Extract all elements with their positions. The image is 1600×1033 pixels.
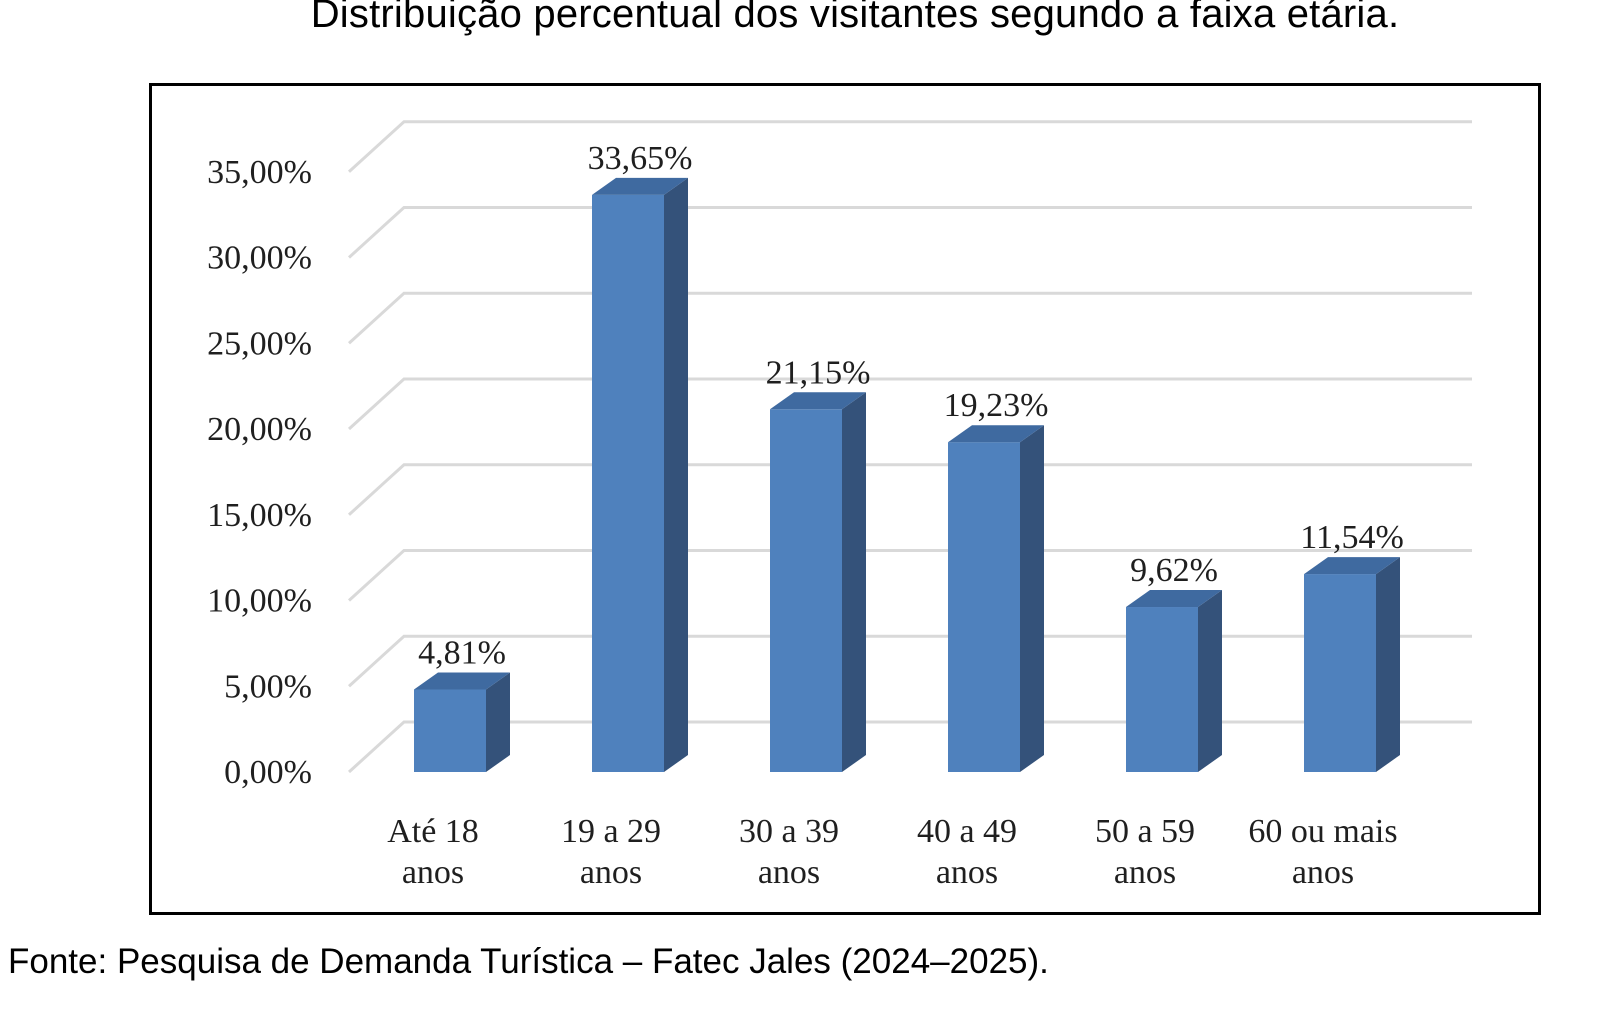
gridline: [347, 463, 1472, 516]
bar: [1126, 607, 1198, 772]
data-label: 9,62%: [1130, 552, 1218, 589]
y-tick-label: 35,00%: [207, 154, 312, 191]
data-label: 33,65%: [588, 140, 693, 177]
y-tick-label: 25,00%: [207, 325, 312, 362]
x-tick-label: 30 a 39: [739, 813, 839, 850]
y-tick-label: 15,00%: [207, 497, 312, 534]
y-tick-label: 10,00%: [207, 583, 312, 620]
chart-title: Distribuição percentual dos visitantes s…: [310, 0, 1400, 36]
x-tick-label: 50 a 59: [1095, 813, 1195, 850]
y-tick-label: 30,00%: [207, 240, 312, 277]
data-label: 21,15%: [766, 354, 871, 391]
bar: [1304, 574, 1376, 772]
y-tick-label: 0,00%: [224, 754, 312, 791]
x-tick-label: anos: [758, 854, 820, 891]
bar-side: [486, 672, 510, 772]
x-tick-label: 19 a 29: [561, 813, 661, 850]
data-label: 19,23%: [944, 387, 1049, 424]
bar: [592, 194, 664, 773]
gridline: [347, 549, 1472, 602]
chart-frame: 0,00% 5,00% 10,00% 15,00% 20,00% 25,00% 30,00%…: [149, 83, 1541, 915]
bar-top: [1304, 557, 1400, 575]
bar: [948, 442, 1020, 772]
gridline: [347, 291, 1472, 345]
bar-top: [592, 177, 688, 195]
y-tick-label: 20,00%: [207, 411, 312, 448]
data-label: 4,81%: [418, 635, 506, 672]
y-tick-label: 5,00%: [224, 668, 312, 705]
x-tick-label: 40 a 49: [917, 813, 1017, 850]
gridline: [347, 120, 1472, 173]
x-tick-label: Até 18: [387, 813, 479, 850]
bar: [414, 689, 486, 772]
bar-side: [1198, 590, 1222, 772]
x-tick-label: anos: [936, 854, 998, 891]
x-tick-label: anos: [402, 854, 464, 891]
x-tick-label: anos: [1292, 854, 1354, 891]
x-tick-label: anos: [580, 854, 642, 891]
x-tick-label: 60 ou mais: [1248, 813, 1397, 850]
x-tick-label: anos: [1114, 854, 1176, 891]
bar: [770, 409, 842, 772]
bar-top: [770, 392, 866, 410]
bar-top: [948, 425, 1044, 443]
bar-side: [1376, 557, 1400, 772]
bar-side: [1020, 425, 1044, 772]
gridline: [347, 377, 1472, 431]
bar-chart: 0,00% 5,00% 10,00% 15,00% 20,00% 25,00% 30,00%…: [207, 120, 1472, 891]
source-note: Fonte: Pesquisa de Demanda Turística – F…: [8, 942, 1049, 981]
gridline: [347, 634, 1472, 688]
bar-top: [1126, 590, 1222, 608]
bar-top: [414, 672, 510, 690]
gridline: [347, 720, 1472, 774]
gridline: [347, 206, 1472, 259]
bar-side: [664, 177, 688, 773]
bar-side: [842, 392, 866, 772]
data-label: 11,54%: [1300, 519, 1404, 556]
